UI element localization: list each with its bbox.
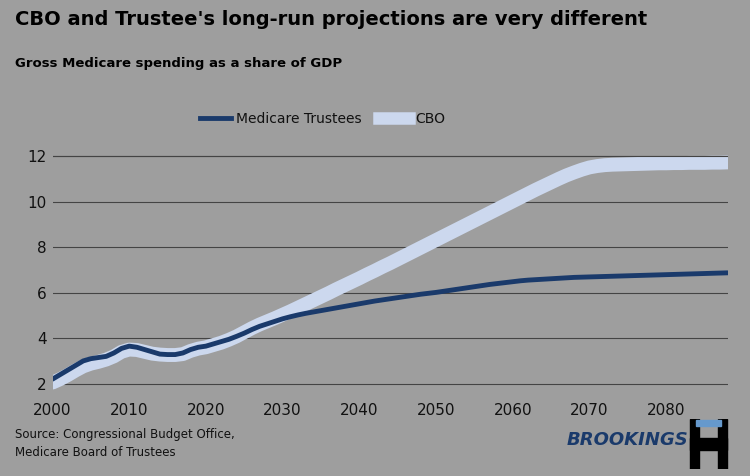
Text: CBO and Trustee's long-run projections are very different: CBO and Trustee's long-run projections a… (15, 10, 647, 29)
Bar (690, 419, 699, 469)
Text: Gross Medicare spending as a share of GDP: Gross Medicare spending as a share of GD… (15, 57, 342, 70)
Legend: Medicare Trustees, CBO: Medicare Trustees, CBO (195, 106, 450, 131)
Bar (718, 419, 727, 469)
Bar (690, 438, 727, 450)
Bar (696, 420, 721, 426)
Text: Source: Congressional Budget Office,
Medicare Board of Trustees: Source: Congressional Budget Office, Med… (15, 428, 235, 459)
Text: BROOKINGS: BROOKINGS (566, 431, 688, 449)
